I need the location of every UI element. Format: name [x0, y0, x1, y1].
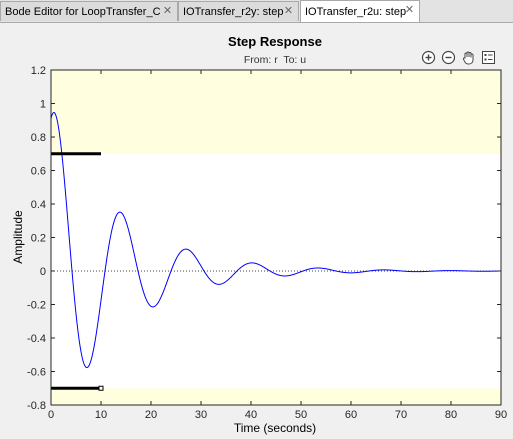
lower-bound-region[interactable]: [51, 388, 501, 405]
y-tick-label: 0.2: [31, 233, 46, 245]
x-tick-label: 10: [95, 409, 107, 421]
y-tick-label: 0.4: [31, 199, 46, 211]
tab-label: Bode Editor for LoopTransfer_C: [5, 5, 161, 18]
chart-title: Step Response: [228, 34, 322, 49]
y-tick-label: -0.6: [27, 367, 46, 379]
x-tick-label: 50: [295, 409, 307, 421]
y-tick-label: 0.8: [31, 132, 46, 144]
pan-hand-icon[interactable]: [460, 49, 476, 65]
x-tick-label: 80: [445, 409, 457, 421]
tab-label: IOTransfer_r2y: step: [183, 5, 284, 18]
x-tick-label: 0: [48, 409, 54, 421]
response-line[interactable]: [50, 111, 502, 369]
close-icon[interactable]: ✕: [404, 4, 415, 16]
x-tick-label: 90: [495, 409, 507, 421]
chart-subtitle: From: r To: u: [244, 54, 306, 66]
zoom-in-icon[interactable]: [420, 49, 436, 65]
tab-iotransfer-r2y[interactable]: IOTransfer_r2y: step ✕: [178, 1, 299, 21]
tab-bar: Bode Editor for LoopTransfer_C ✕ IOTrans…: [0, 0, 513, 23]
close-icon[interactable]: ✕: [162, 5, 173, 17]
tab-bode-editor[interactable]: Bode Editor for LoopTransfer_C ✕: [0, 1, 178, 21]
plot-area: 0 10 20 30 40 50 60 70 80 90 -0.8 -0.6 -0.4 -0.2 0 0.2 0…: [27, 65, 507, 421]
bound-handle[interactable]: [98, 385, 104, 391]
legend-icon[interactable]: [480, 49, 496, 65]
y-tick-label: 1.2: [31, 65, 46, 77]
y-tick-label: -0.4: [27, 333, 46, 345]
close-icon[interactable]: ✕: [283, 5, 294, 17]
tab-label: IOTransfer_r2u: step: [305, 5, 407, 18]
x-tick-label: 30: [195, 409, 207, 421]
x-tick-label: 60: [345, 409, 357, 421]
x-tick-label: 40: [245, 409, 257, 421]
x-axis-label: Time (seconds): [234, 421, 316, 435]
y-tick-label: -0.2: [27, 300, 46, 312]
x-tick-label: 20: [145, 409, 157, 421]
upper-bound-region[interactable]: [51, 70, 501, 154]
plot-toolbar: [420, 49, 496, 65]
y-axis-label: Amplitude: [11, 210, 25, 264]
y-tick-label: -0.8: [27, 400, 46, 412]
zoom-out-icon[interactable]: [440, 49, 456, 65]
x-tick-label: 70: [395, 409, 407, 421]
y-tick-label: 1: [40, 99, 46, 111]
y-tick-label: 0: [40, 266, 46, 278]
tab-iotransfer-r2u[interactable]: IOTransfer_r2u: step ✕: [300, 0, 420, 22]
y-tick-label: 0.6: [31, 166, 46, 178]
